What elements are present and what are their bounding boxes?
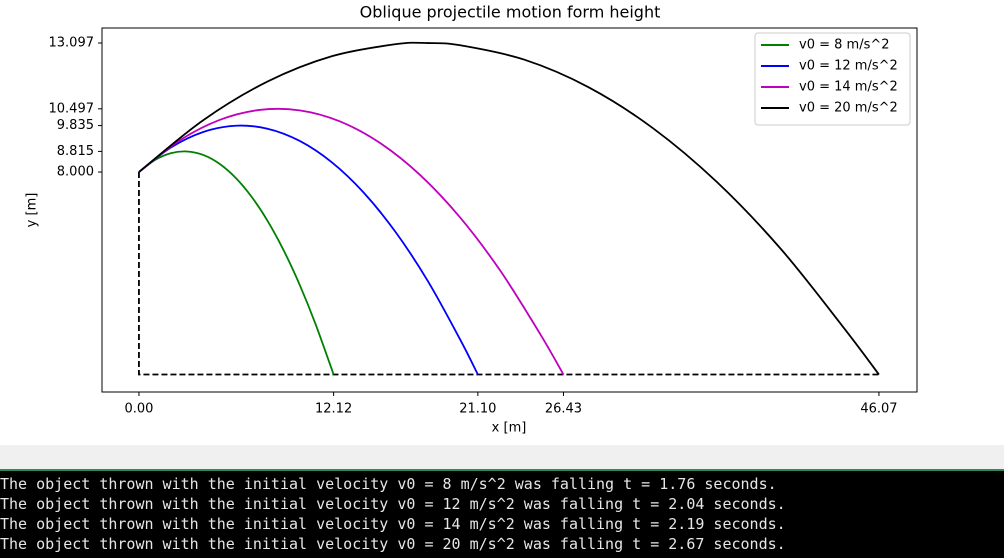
chart: Oblique projectile motion form height x … <box>25 3 918 436</box>
console-line: The object thrown with the initial veloc… <box>0 495 786 513</box>
series-line <box>138 41 880 376</box>
dashed-outline <box>138 172 879 376</box>
console: The object thrown with the initial veloc… <box>0 469 1004 558</box>
separator <box>0 445 1004 469</box>
x-tick-label: 46.07 <box>860 402 897 417</box>
x-tick-label: 12.12 <box>315 402 352 417</box>
legend-label: v0 = 12 m/s^2 <box>799 59 898 74</box>
chart-title: Oblique projectile motion form height <box>360 3 661 22</box>
y-axis-label: y [m] <box>25 193 40 228</box>
x-tick-label: 21.10 <box>459 402 496 417</box>
legend-label: v0 = 8 m/s^2 <box>799 38 890 53</box>
y-tick-label: 8.000 <box>57 165 94 180</box>
y-tick-label: 8.815 <box>57 144 94 159</box>
legend-box <box>754 32 911 126</box>
x-tick-label: 26.43 <box>545 402 582 417</box>
legend: v0 = 8 m/s^2 v0 = 12 m/s^2 v0 = 14 m/s^2 v0… <box>754 32 911 126</box>
y-tick-label: 10.497 <box>49 101 95 116</box>
series-line <box>138 150 335 375</box>
series-line <box>138 124 479 375</box>
y-tick-label: 9.835 <box>57 118 94 133</box>
console-line: The object thrown with the initial veloc… <box>0 535 786 553</box>
legend-label: v0 = 20 m/s^2 <box>799 101 898 116</box>
x-axis-label: x [m] <box>492 421 527 436</box>
y-tick-label: 13.097 <box>49 36 95 51</box>
x-tick-label: 0.00 <box>124 402 153 417</box>
plot-frame <box>101 27 918 393</box>
console-line: The object thrown with the initial veloc… <box>0 475 777 493</box>
legend-label: v0 = 14 m/s^2 <box>799 80 898 95</box>
series-line <box>138 107 565 375</box>
console-line: The object thrown with the initial veloc… <box>0 515 786 533</box>
